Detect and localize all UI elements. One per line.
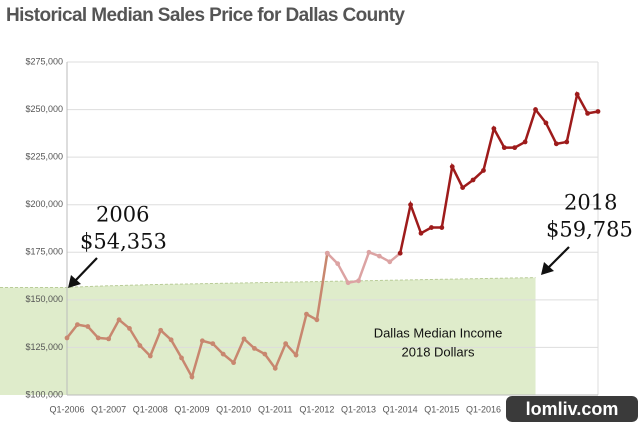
data-point [314,317,320,323]
data-point [85,324,91,329]
annotation: 2018 Dollars [402,344,475,359]
data-point [366,249,372,255]
data-point [241,336,247,342]
data-point [345,280,351,286]
x-tick-label: Q1-2013 [341,404,376,414]
x-tick-label: Q1-2007 [91,404,126,414]
x-tick-label: Q1-2015 [424,404,459,414]
watermark-box [506,396,638,422]
y-tick-label: $150,000 [25,294,63,304]
data-point [387,259,393,265]
annotation: Dallas Median Income [374,325,503,340]
data-point [231,360,236,366]
data-point [64,335,70,341]
data-point [199,338,205,344]
data-point [356,278,361,284]
x-tick-label: Q1-2012 [299,404,334,414]
data-point [252,345,257,351]
y-tick-label: $225,000 [25,152,63,162]
data-point [501,145,507,151]
data-point [304,311,309,317]
y-tick-label: $250,000 [25,104,63,114]
data-point [283,341,289,347]
y-tick-label: $175,000 [25,247,63,257]
x-tick-label: Q1-2010 [216,404,251,414]
series-line [66,253,329,381]
data-point [418,230,424,236]
data-point [481,168,486,173]
data-point [553,141,559,147]
x-tick-label: Q1-2011 [258,404,292,414]
x-tick-label: Q1-2014 [383,404,418,414]
annotation: $54,353 [80,230,167,254]
annotation: $59,785 [546,218,633,242]
data-point [293,352,299,358]
income-line [0,277,536,288]
data-point [106,336,112,342]
data-point [408,202,413,208]
x-tick-label: Q1-2006 [49,404,84,414]
chart-title: Historical Median Sales Price for Dallas… [6,5,405,26]
plot-area: $100,000 $125,000 $150,000 $175,000 $200,000… [0,56,601,414]
data-point [376,253,382,259]
data-point [220,351,226,357]
y-tick-label: $200,000 [25,199,63,209]
data-point [512,145,518,151]
data-point [335,261,341,267]
data-point [491,126,497,131]
arrow [68,246,570,288]
data-point [574,91,580,97]
data-point [168,337,174,343]
data-point [324,250,330,256]
x-tick-label: Q1-2009 [174,404,209,414]
x-tick-label: Q1-2016 [466,404,501,414]
y-tick-label: $275,000 [25,56,63,66]
y-tick-label: $100,000 [25,389,63,399]
data-point [533,107,538,112]
data-point [564,139,570,145]
y-tick-label: $125,000 [25,342,63,352]
data-point [449,164,455,170]
data-point [595,109,601,114]
data-point [210,341,216,347]
annotation: 2006 [96,203,149,227]
data-point [397,250,403,256]
data-point [147,353,153,359]
data-point [470,177,476,183]
annotation: 2018 [564,191,617,215]
data-point [543,120,549,126]
watermark: lomliv.com [526,399,619,419]
data-point [116,317,122,323]
series-line [326,250,401,285]
data-point [439,225,445,230]
data-point [262,351,268,357]
data-point [127,326,132,331]
data-point [272,365,278,371]
data-point [158,327,164,333]
data-point [75,322,80,327]
data-point [522,139,528,145]
data-point [429,225,434,230]
data-point [585,110,590,116]
data-point [137,343,143,348]
data-point [460,185,466,190]
income-area [0,277,536,395]
data-point [179,355,184,361]
data-point [95,335,101,341]
x-tick-label: Q1-2008 [133,404,168,414]
data-point [189,374,195,380]
